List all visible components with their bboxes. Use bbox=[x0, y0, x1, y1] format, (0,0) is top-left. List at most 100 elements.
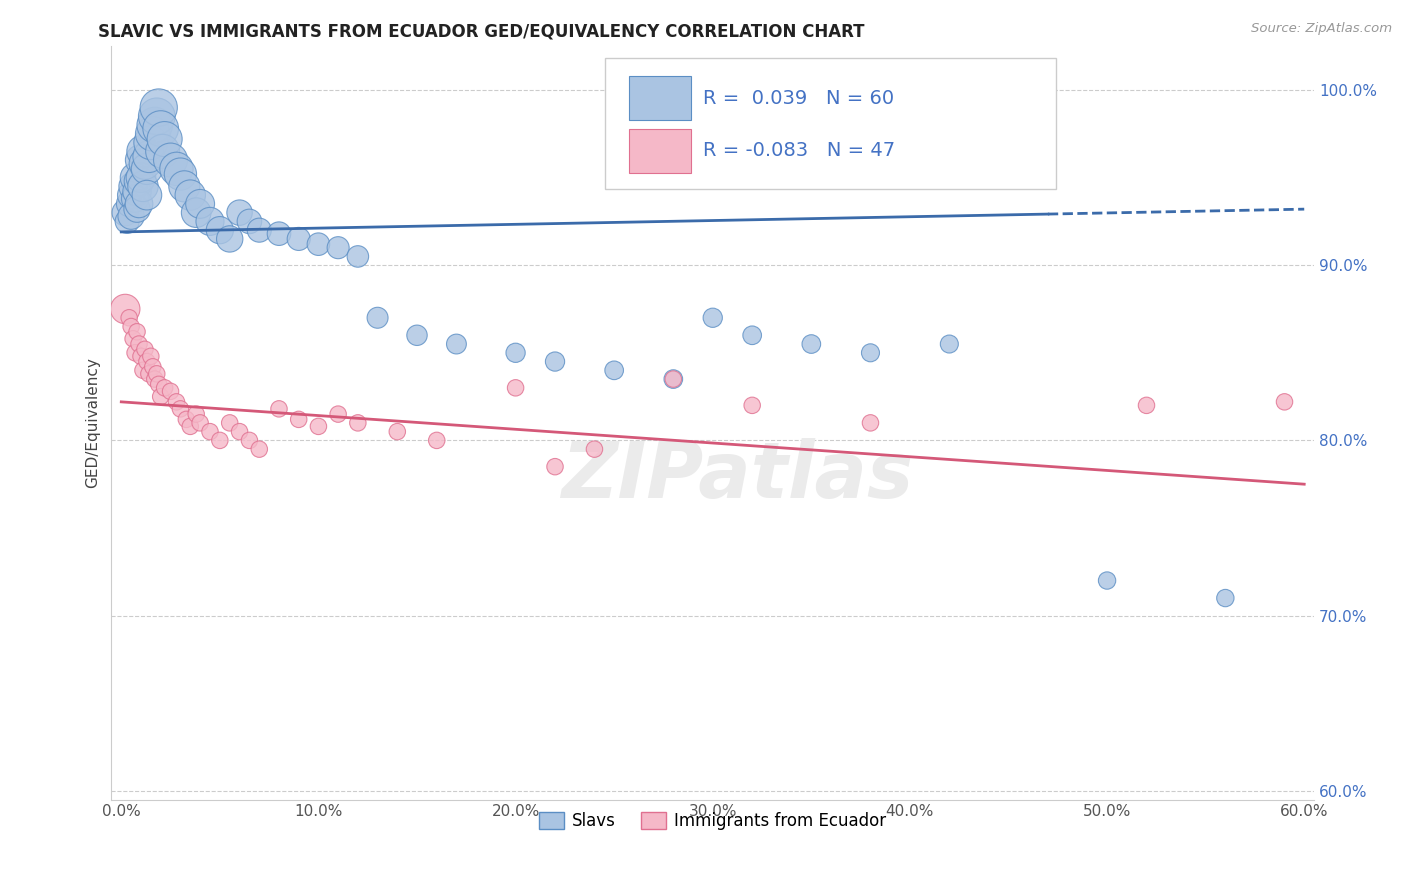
Point bbox=[135, 354, 157, 368]
Point bbox=[159, 384, 181, 399]
Point bbox=[115, 214, 138, 228]
Point bbox=[188, 416, 211, 430]
Point bbox=[426, 434, 449, 448]
Point bbox=[120, 209, 142, 223]
Point bbox=[124, 170, 146, 185]
FancyBboxPatch shape bbox=[628, 129, 692, 173]
Point bbox=[125, 185, 148, 199]
Point bbox=[347, 249, 370, 263]
Point bbox=[1274, 395, 1296, 409]
Point bbox=[218, 416, 240, 430]
Point bbox=[505, 346, 527, 360]
Point bbox=[247, 223, 270, 237]
Text: R = -0.083   N = 47: R = -0.083 N = 47 bbox=[703, 142, 896, 161]
Point bbox=[247, 442, 270, 457]
Point bbox=[208, 434, 231, 448]
Point bbox=[238, 434, 260, 448]
Point bbox=[135, 161, 157, 176]
Point bbox=[367, 310, 389, 325]
Point bbox=[169, 401, 191, 416]
Legend: Slavs, Immigrants from Ecuador: Slavs, Immigrants from Ecuador bbox=[533, 805, 893, 837]
Point bbox=[118, 197, 141, 211]
Point bbox=[132, 179, 155, 194]
Point bbox=[218, 232, 240, 246]
Point bbox=[129, 153, 152, 167]
Point bbox=[145, 367, 167, 381]
Point bbox=[122, 179, 145, 194]
FancyBboxPatch shape bbox=[605, 57, 1056, 189]
Point bbox=[118, 310, 141, 325]
Point bbox=[145, 109, 167, 123]
Point bbox=[583, 442, 606, 457]
Text: R =  0.039   N = 60: R = 0.039 N = 60 bbox=[703, 88, 894, 108]
Point bbox=[228, 205, 250, 219]
Point bbox=[169, 167, 191, 181]
Point bbox=[159, 153, 181, 167]
Point bbox=[125, 202, 148, 216]
Point bbox=[347, 416, 370, 430]
Point bbox=[307, 419, 329, 434]
Point bbox=[139, 136, 162, 150]
Point bbox=[166, 395, 188, 409]
Point bbox=[662, 372, 685, 386]
Point bbox=[134, 343, 156, 357]
Point bbox=[176, 412, 198, 426]
Point bbox=[149, 121, 172, 136]
Point bbox=[114, 301, 136, 316]
Point bbox=[544, 459, 567, 474]
Point bbox=[328, 241, 350, 255]
Point bbox=[138, 367, 160, 381]
Point bbox=[938, 337, 960, 351]
Point bbox=[228, 425, 250, 439]
Text: ZIPatlas: ZIPatlas bbox=[561, 438, 912, 514]
Point bbox=[208, 223, 231, 237]
Point bbox=[307, 237, 329, 252]
Point bbox=[149, 390, 172, 404]
Point bbox=[132, 363, 155, 377]
Y-axis label: GED/Equivalency: GED/Equivalency bbox=[86, 358, 100, 488]
Point bbox=[287, 232, 309, 246]
Point bbox=[134, 156, 156, 170]
Point bbox=[129, 349, 152, 363]
Point bbox=[143, 118, 166, 132]
Point bbox=[143, 372, 166, 386]
Point bbox=[662, 372, 685, 386]
Point bbox=[153, 381, 176, 395]
Point bbox=[186, 407, 208, 421]
Point bbox=[859, 346, 882, 360]
Point bbox=[179, 188, 201, 202]
Point bbox=[114, 205, 136, 219]
Point bbox=[505, 381, 527, 395]
Point bbox=[328, 407, 350, 421]
Point bbox=[702, 310, 724, 325]
Point bbox=[741, 328, 763, 343]
Point bbox=[859, 416, 882, 430]
Point bbox=[124, 192, 146, 206]
Point bbox=[238, 214, 260, 228]
Point bbox=[179, 419, 201, 434]
Point bbox=[135, 188, 157, 202]
Point bbox=[544, 354, 567, 368]
Point bbox=[120, 188, 142, 202]
Point bbox=[186, 205, 208, 219]
Point bbox=[603, 363, 626, 377]
Point bbox=[139, 349, 162, 363]
Point bbox=[125, 325, 148, 339]
FancyBboxPatch shape bbox=[628, 77, 692, 120]
Point bbox=[132, 145, 155, 159]
Point bbox=[406, 328, 429, 343]
Point bbox=[142, 359, 165, 374]
Point bbox=[153, 132, 176, 146]
Point bbox=[138, 150, 160, 164]
Point bbox=[128, 197, 150, 211]
Point bbox=[128, 337, 150, 351]
Point bbox=[188, 197, 211, 211]
Point bbox=[148, 377, 170, 392]
Point bbox=[152, 145, 174, 159]
Point bbox=[287, 412, 309, 426]
Point bbox=[148, 101, 170, 115]
Point bbox=[122, 332, 145, 346]
Point bbox=[741, 398, 763, 412]
Point bbox=[446, 337, 468, 351]
Point bbox=[198, 425, 221, 439]
